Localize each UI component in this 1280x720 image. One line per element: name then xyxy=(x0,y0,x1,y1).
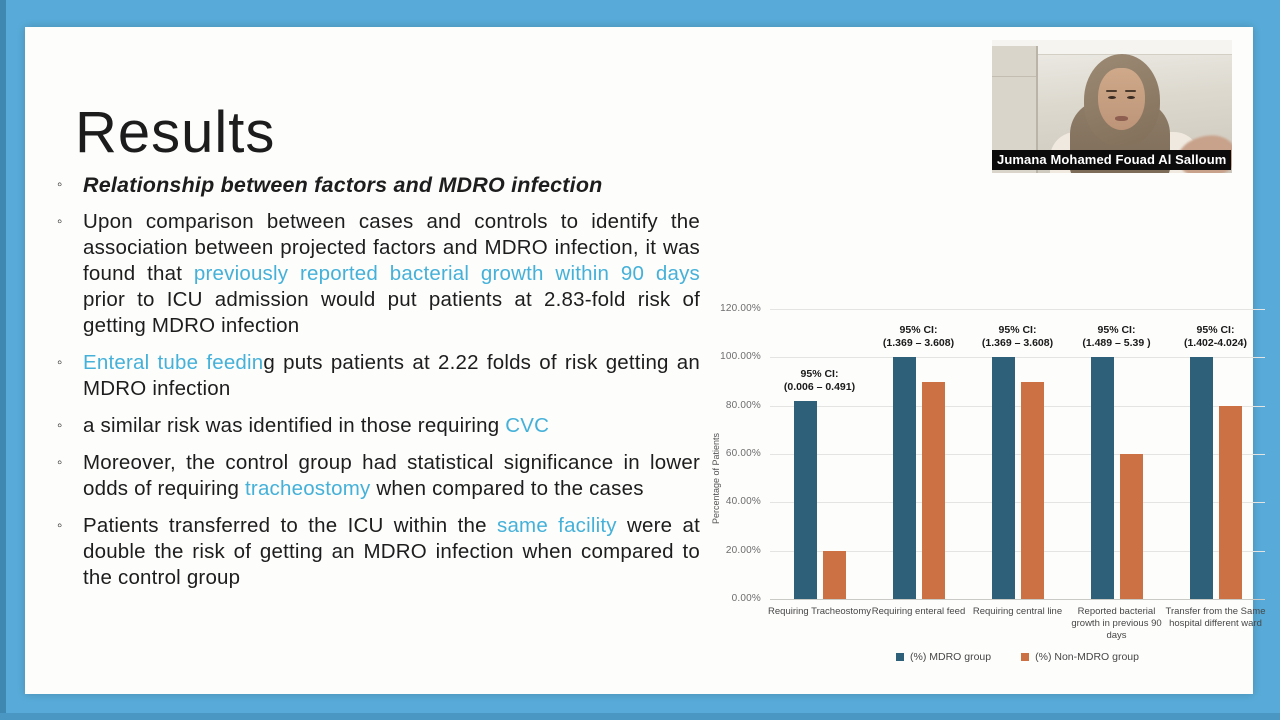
highlighted-text-segment: same facility xyxy=(497,514,617,537)
bullet-item: ◦ Patients transferred to the ICU within … xyxy=(55,513,700,591)
ci-label-line1: 95% CI: xyxy=(1196,324,1235,337)
y-axis-tick-label: 0.00% xyxy=(731,593,761,604)
chart-gridline xyxy=(770,405,1265,407)
presenter-eyebrow xyxy=(1125,90,1136,92)
room-door-seam xyxy=(992,76,1036,77)
highlighted-text-segment: tracheostomy xyxy=(245,477,371,500)
x-axis-category-label: Reported bacterial growth in previous 90… xyxy=(1071,606,1162,641)
bar-non-mdro-group xyxy=(1020,381,1044,599)
confidence-interval-annotation: 95% CI: (1.489 – 5.39 ) xyxy=(1055,324,1179,350)
confidence-interval-annotation: 95% CI: (1.369 – 3.608) xyxy=(857,324,981,350)
bar-mdro-group xyxy=(793,400,817,599)
confidence-interval-annotation: 95% CI: (0.006 – 0.491) xyxy=(758,368,882,394)
chart-gridline xyxy=(770,502,1265,504)
bar-non-mdro-group xyxy=(1218,405,1242,599)
text-segment: Relationship between factors and MDRO in… xyxy=(83,173,603,197)
bullet-list: ◦ Relationship between factors and MDRO i… xyxy=(55,172,700,602)
text-segment: were at double the risk of getting an MD… xyxy=(83,514,700,589)
text-segment: a similar risk was identified in those r… xyxy=(83,414,506,437)
bullet-marker: ◦ xyxy=(57,517,63,534)
ci-label-line2: (1.369 – 3.608) xyxy=(981,337,1054,350)
legend-label: (%) MDRO group xyxy=(910,651,992,663)
legend-swatch xyxy=(1021,653,1030,661)
bullet-marker: ◦ xyxy=(57,354,63,371)
text-segment: Upon comparison between cases and contro… xyxy=(83,210,700,285)
bullet-item: ◦ Relationship between factors and MDRO i… xyxy=(55,172,700,198)
y-axis-tick-label: 40.00% xyxy=(725,496,761,508)
bullet-text: Enteral tube feeding puts patients at 2.… xyxy=(83,350,700,402)
presenter-eyebrow xyxy=(1106,90,1117,92)
results-bar-chart: 0.00% 20.00% 40.00% 60.00% 80.00% 100.00% 120.… xyxy=(695,260,1265,670)
y-axis-tick-label: 20.00% xyxy=(725,544,761,556)
text-segment: g puts patients at 2.22 folds of risk ge… xyxy=(83,351,701,400)
presenter-eye xyxy=(1127,96,1135,99)
legend-item: (%) Non-MDRO group xyxy=(1021,651,1139,663)
chart-gridline xyxy=(770,309,1265,310)
bar-mdro-group xyxy=(1189,357,1213,599)
bullet-item: ◦ a similar risk was identified in those … xyxy=(55,413,700,439)
bar-non-mdro-group xyxy=(1119,454,1143,599)
legend-item: (%) MDRO group xyxy=(896,651,991,663)
x-axis-category-label: Requiring central line xyxy=(972,606,1063,617)
x-axis-category-label: Requiring enteral feed xyxy=(871,606,966,617)
chart-gridline xyxy=(770,454,1265,455)
bullet-item: ◦ Enteral tube feeding puts patients at 2… xyxy=(55,350,700,402)
ci-label-line1: 95% CI: xyxy=(899,324,938,337)
text-segment: Patients transferred to the ICU within t… xyxy=(83,514,497,537)
bullet-text: Upon comparison between cases and contro… xyxy=(83,209,700,339)
ci-label-line2: (1.489 – 5.39 ) xyxy=(1082,337,1151,350)
bar-mdro-group xyxy=(991,357,1015,599)
text-segment: when compared to the cases xyxy=(370,477,644,500)
bullet-text: Relationship between factors and MDRO in… xyxy=(83,172,700,198)
ci-label-line1: 95% CI: xyxy=(998,324,1037,337)
x-axis-category-label: Requiring Tracheostomy xyxy=(768,606,871,617)
bullet-marker: ◦ xyxy=(57,176,63,193)
chart-gridline xyxy=(770,599,1265,600)
bullet-marker: ◦ xyxy=(57,213,63,230)
bullet-text: a similar risk was identified in those r… xyxy=(83,413,700,439)
legend-label: (%) Non-MDRO group xyxy=(1035,651,1139,663)
confidence-interval-annotation: 95% CI: (1.369 – 3.608) xyxy=(956,324,1080,350)
slide-title: Results xyxy=(75,100,276,165)
presenter-video: Jumana Mohamed Fouad Al Salloum xyxy=(992,40,1232,173)
bullet-marker: ◦ xyxy=(57,454,63,471)
y-axis-tick-label: 120.00% xyxy=(720,303,761,314)
legend-swatch xyxy=(896,653,905,661)
chart-gridline xyxy=(770,357,1265,359)
presenter-eye xyxy=(1108,96,1116,99)
bar-non-mdro-group xyxy=(822,550,846,599)
highlighted-text-segment: previously reported bacterial growth wit… xyxy=(193,262,700,285)
x-axis-category-label: Transfer from the Same hospital differen… xyxy=(1165,606,1266,629)
ci-label-line2: (1.369 – 3.608) xyxy=(882,337,955,350)
chart-gridline xyxy=(770,550,1265,552)
bullet-text: Patients transferred to the ICU within t… xyxy=(83,513,700,591)
highlighted-text-segment: CVC xyxy=(505,414,550,437)
presenter-name-tag: Jumana Mohamed Fouad Al Salloum xyxy=(992,150,1232,170)
ci-label-line2: (0.006 – 0.491) xyxy=(783,380,856,393)
y-axis-title: Percentage of Patients xyxy=(711,432,721,524)
ci-label-line1: 95% CI: xyxy=(1097,324,1136,337)
y-axis-tick-label: 100.00% xyxy=(720,351,761,363)
bullet-item: ◦ Moreover, the control group had statist… xyxy=(55,450,700,502)
bar-non-mdro-group xyxy=(921,381,945,599)
ci-label-line1: 95% CI: xyxy=(800,367,839,380)
text-segment: prior to ICU admission would put patient… xyxy=(83,288,700,337)
y-axis-tick-label: 80.00% xyxy=(725,399,761,411)
chart-legend: (%) MDRO group (%) Non-MDRO group xyxy=(770,651,1265,663)
text-segment: Moreover, the control group had statisti… xyxy=(83,451,700,500)
bar-mdro-group xyxy=(1090,357,1114,599)
presenter-mouth xyxy=(1115,116,1128,121)
highlighted-text-segment: Enteral tube feedin xyxy=(83,351,264,374)
bar-mdro-group xyxy=(892,357,916,599)
bullet-text: Moreover, the control group had statisti… xyxy=(83,450,700,502)
frame-edge-shade xyxy=(0,713,1280,720)
y-axis-tick-label: 60.00% xyxy=(725,448,761,459)
confidence-interval-annotation: 95% CI: (1.402-4.024) xyxy=(1154,324,1278,350)
bullet-marker: ◦ xyxy=(57,417,63,434)
ci-label-line2: (1.402-4.024) xyxy=(1183,337,1248,350)
frame-edge-shade xyxy=(0,0,6,720)
bullet-item: ◦ Upon comparison between cases and contr… xyxy=(55,209,700,339)
